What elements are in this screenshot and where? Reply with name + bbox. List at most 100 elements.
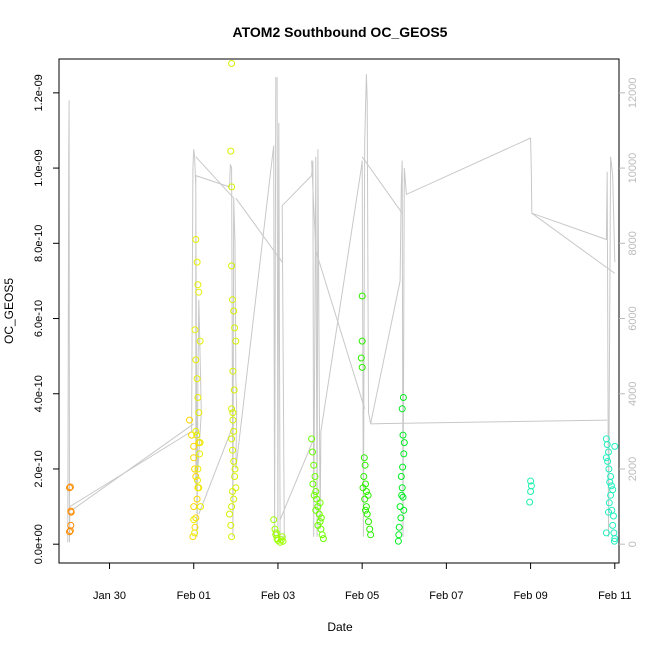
data-point [602, 454, 610, 462]
y2-tick-label: 4000 [627, 382, 639, 406]
x-tick-label: Feb 09 [513, 590, 547, 602]
data-point [399, 493, 407, 501]
data-point [362, 506, 369, 514]
data-point [318, 531, 326, 539]
data-point [191, 529, 199, 537]
x-tick-label: Feb 05 [345, 590, 379, 602]
data-point [611, 442, 619, 450]
data-point [314, 521, 322, 529]
data-point [228, 183, 236, 191]
data-point [610, 537, 618, 545]
altitude-link-line [198, 423, 235, 515]
y2-tick-label: 8000 [627, 231, 639, 255]
data-point [396, 503, 404, 511]
data-point [192, 236, 200, 243]
data-point [195, 484, 203, 492]
data-point [398, 491, 406, 499]
altitude-link-line [531, 212, 616, 274]
data-point [367, 531, 375, 539]
data-point [364, 491, 372, 499]
data-point [398, 484, 406, 492]
data-point [527, 488, 535, 495]
plot-area-frame [58, 58, 620, 564]
data-point [190, 516, 198, 524]
data-point [227, 521, 235, 529]
data-point [190, 454, 198, 462]
altitude-link-line [279, 438, 315, 520]
data-point [605, 465, 613, 473]
data-point [231, 465, 239, 473]
data-point [400, 450, 408, 458]
data-point [230, 386, 238, 394]
data-point [230, 307, 238, 315]
data-point [194, 465, 202, 473]
x-tick-label: Feb 11 [598, 590, 631, 602]
data-point [232, 484, 240, 492]
x-tick-label: Feb 03 [261, 590, 295, 602]
y-tick-label: 4.0e-10 [33, 375, 45, 412]
data-point [228, 503, 236, 511]
data-point [400, 506, 408, 514]
data-point [606, 478, 614, 486]
data-point [196, 439, 204, 447]
data-point [193, 375, 201, 383]
data-point [605, 508, 612, 516]
data-point [67, 508, 75, 516]
data-point [363, 510, 371, 518]
y-axis-right: 0 2000 4000 6000 8000 10000 12000 [619, 78, 639, 547]
data-point [228, 435, 236, 443]
data-point [398, 405, 406, 413]
x-axis-label: Date [327, 620, 353, 634]
data-point [277, 536, 285, 544]
data-point [193, 258, 201, 266]
y2-tick-label: 0 [627, 541, 639, 547]
data-point [604, 457, 612, 465]
data-point [607, 491, 615, 499]
data-point [397, 473, 405, 480]
data-point [394, 537, 402, 545]
data-point [192, 514, 200, 522]
data-point [230, 427, 238, 435]
data-point [316, 518, 324, 526]
data-point [316, 499, 324, 507]
data-point [358, 337, 366, 345]
data-point [397, 514, 405, 522]
y2-tick-label: 2000 [627, 457, 639, 481]
data-point [228, 405, 236, 413]
chart-title: ATOM2 Southbound OC_GEOS5 [233, 24, 448, 40]
data-point [231, 324, 239, 332]
altitude-link-line [311, 160, 317, 251]
data-point [312, 488, 320, 495]
data-point [191, 326, 199, 334]
data-point [311, 473, 319, 480]
data-point [312, 506, 320, 514]
data-point [607, 482, 615, 490]
data-point [399, 431, 407, 439]
y2-tick-label: 10000 [627, 153, 639, 184]
x-tick-label: Feb 01 [177, 590, 211, 602]
data-point [66, 528, 73, 536]
data-point [228, 533, 236, 541]
data-point [229, 416, 237, 424]
data-point [197, 503, 204, 511]
data-point [195, 288, 203, 296]
data-point [194, 394, 202, 401]
data-point [399, 394, 407, 401]
data-point [359, 484, 367, 492]
data-point [193, 431, 201, 439]
data-point [196, 337, 204, 345]
data-point [310, 491, 318, 499]
data-point [229, 409, 237, 417]
data-point [232, 337, 240, 345]
data-point [610, 512, 617, 520]
data-point [228, 60, 236, 67]
data-point [195, 409, 203, 417]
y-axis-label: OC_GEOS5 [2, 278, 16, 344]
data-point [605, 499, 613, 507]
data-point [66, 484, 73, 492]
data-point [188, 431, 196, 439]
data-point [226, 510, 233, 518]
x-axis: Jan 30 Feb 01 Feb 03 Feb 05 Feb 07 Feb 09 Feb … [93, 563, 632, 602]
data-point [229, 296, 236, 304]
data-point [270, 516, 278, 524]
